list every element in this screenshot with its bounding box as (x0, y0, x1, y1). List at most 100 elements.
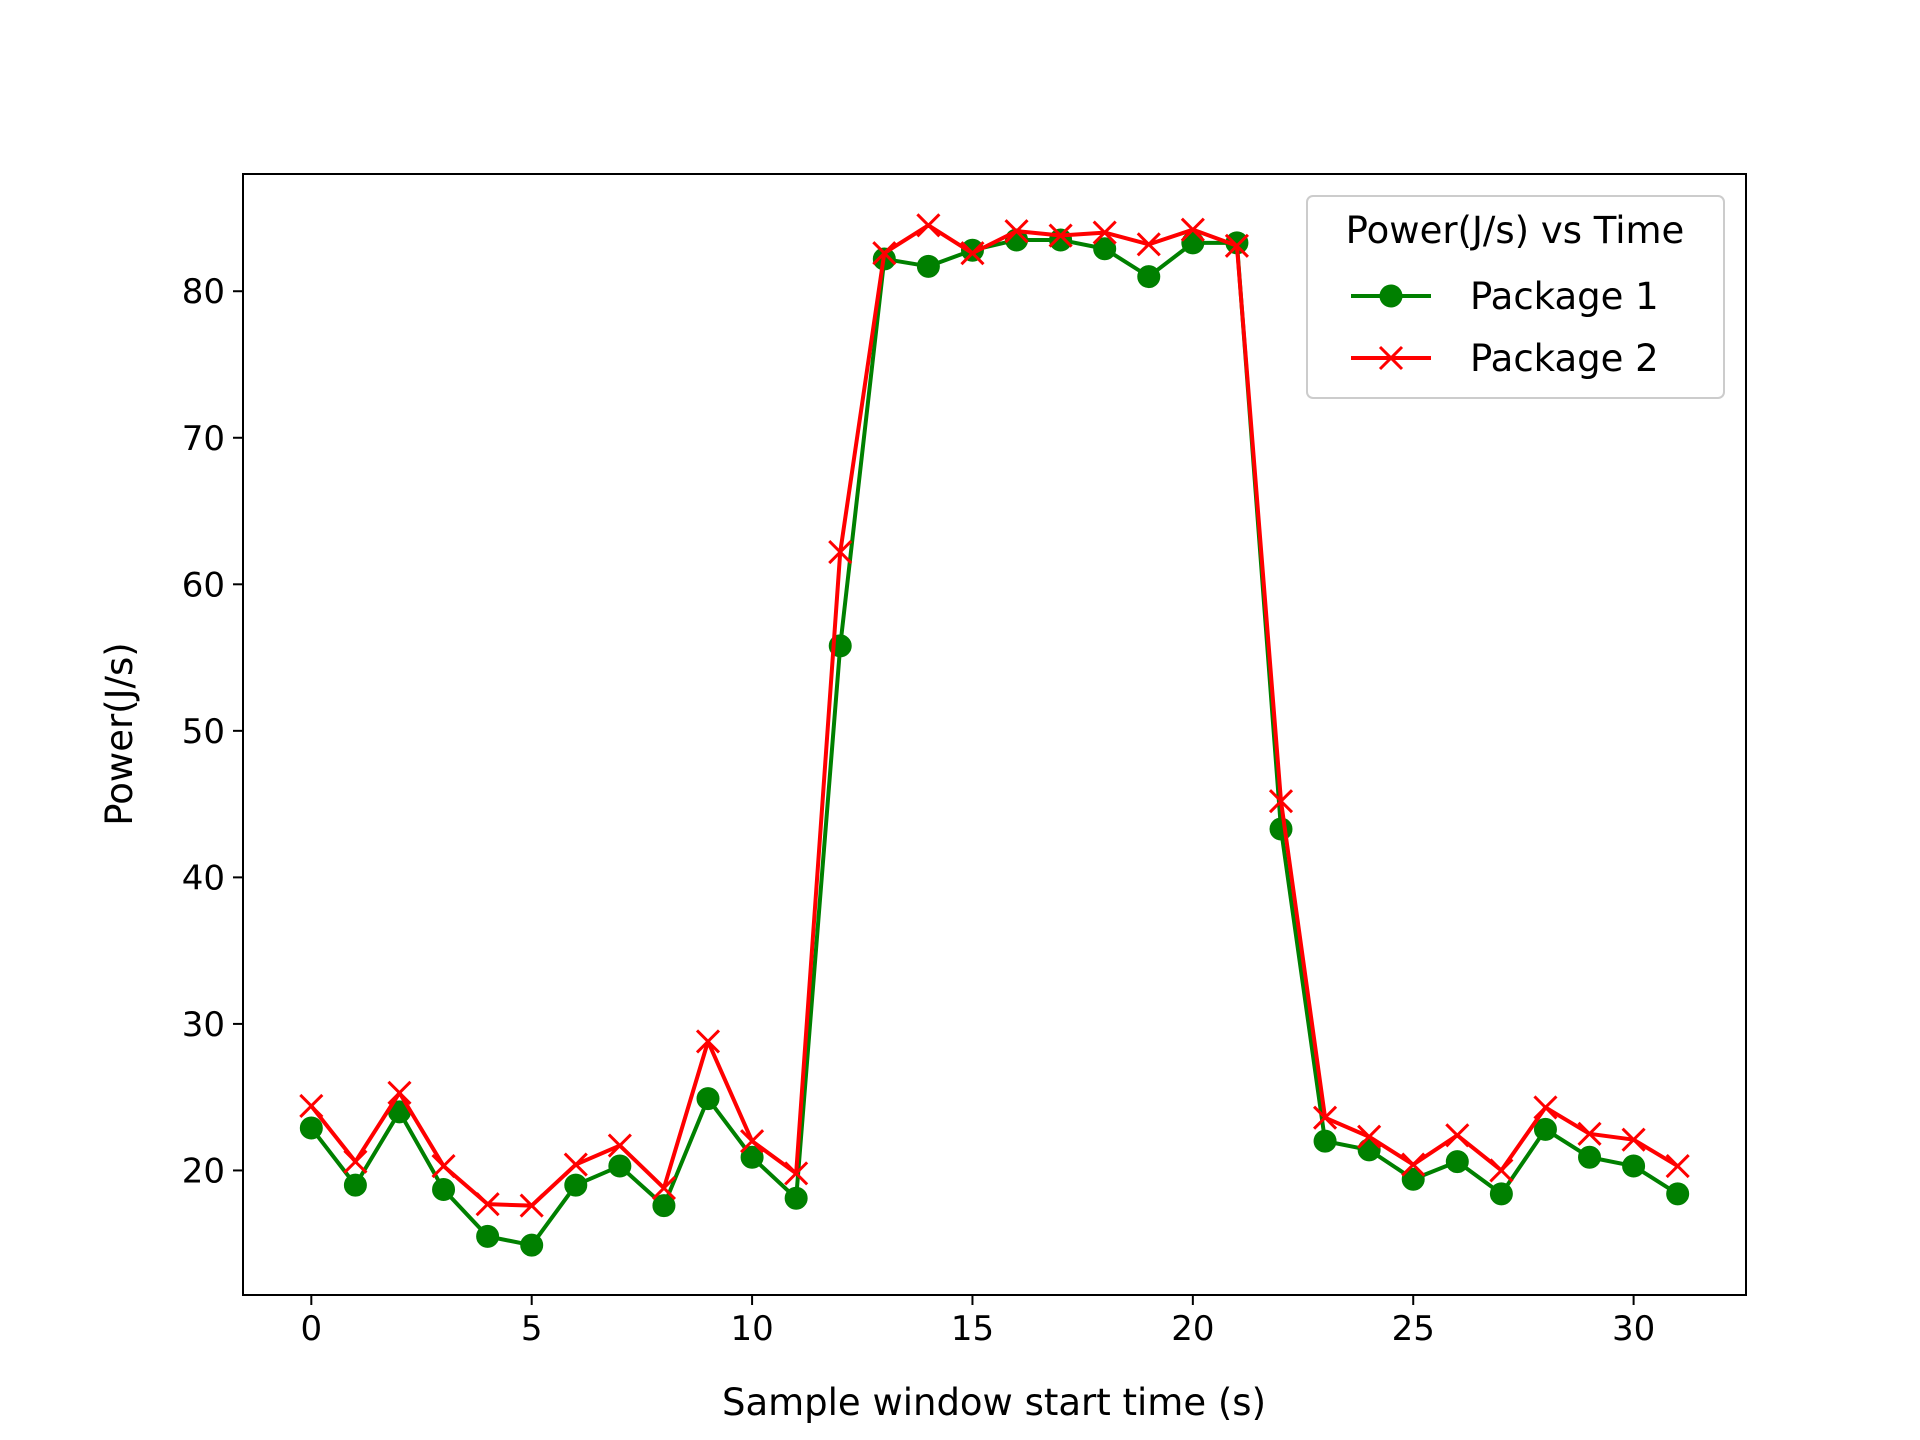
series-2-point-stroke-b (872, 241, 897, 266)
series-2-point (740, 1129, 765, 1154)
legend: Power(J/s) vs Time Package 1 Package 2 (1306, 195, 1725, 399)
x-tick-label: 10 (730, 1309, 773, 1349)
y-tick-label: 80 (182, 272, 225, 312)
series-2-point-stroke-b (1533, 1095, 1558, 1120)
legend-entries: Package 1 Package 2 (1351, 275, 1659, 380)
y-tick-label: 30 (182, 1005, 225, 1045)
series-2-point-stroke-b (1048, 223, 1073, 248)
series-1-point (740, 1145, 764, 1169)
legend-title: Power(J/s) vs Time (1346, 209, 1685, 252)
y-tick-label: 50 (182, 712, 225, 752)
series-2-point (872, 241, 897, 266)
legend-box (1306, 195, 1725, 399)
series-2-point (1048, 223, 1073, 248)
series-1-point (916, 254, 940, 278)
y-tick-label: 20 (182, 1151, 225, 1191)
series-2-point-stroke-b (1313, 1105, 1338, 1130)
series-2-point-stroke-b (1268, 789, 1294, 814)
series-1-point (564, 1173, 588, 1197)
legend-entry-2-label: Package 2 (1470, 337, 1659, 380)
legend-entry-1: Package 1 (1351, 275, 1659, 318)
series-1-point (432, 1177, 456, 1201)
y-axis: 20 30 40 50 60 70 80 (182, 272, 243, 1191)
series-1 (299, 228, 1690, 1257)
series-2-point (1489, 1158, 1514, 1183)
series-1-point (299, 1116, 323, 1140)
series-1-point (1049, 228, 1073, 252)
series-1-point (1093, 237, 1117, 261)
series-2-point (1004, 219, 1029, 244)
legend-entry-1-label: Package 1 (1470, 275, 1659, 318)
series-2-point (1136, 232, 1161, 257)
axes-frame (242, 173, 1747, 1296)
series-2-point (299, 1093, 324, 1119)
series-2-point (563, 1152, 588, 1177)
series-2-point-stroke-b (651, 1175, 676, 1201)
series-2-point-stroke-b (960, 241, 985, 266)
series-2-point (651, 1175, 676, 1201)
series-2-point-stroke-b (1180, 217, 1205, 242)
series-1-point (652, 1194, 676, 1218)
y-tick-label: 40 (182, 858, 225, 898)
legend-entry-1-marker (1379, 284, 1403, 308)
series-1-point (1533, 1117, 1557, 1141)
series-2-point (1621, 1127, 1646, 1152)
legend-entry-2-marker-stroke-b (1378, 345, 1404, 371)
series-2-point (1180, 217, 1205, 242)
series-2-point-stroke-b (1224, 233, 1249, 258)
x-tick-label: 15 (951, 1309, 994, 1349)
legend-entry-2-marker (1378, 345, 1404, 371)
y-tick-label: 70 (182, 419, 225, 459)
series-2-point (343, 1149, 368, 1174)
series-2-point (695, 1029, 721, 1054)
series-2-point (1665, 1153, 1690, 1179)
series-2-point (1401, 1152, 1426, 1177)
series-1-point (343, 1173, 367, 1197)
x-tick-label: 5 (521, 1309, 543, 1349)
series-2-point-stroke-b (1357, 1124, 1382, 1149)
series-1-point (1181, 231, 1205, 255)
series-2-point-stroke-b (475, 1192, 500, 1217)
series-2-point (1092, 220, 1117, 245)
series-2-point (1268, 789, 1294, 814)
series-2-point (828, 540, 853, 565)
series-1-point (1445, 1150, 1469, 1174)
series-2-point (1445, 1123, 1470, 1148)
series-1-point (476, 1224, 500, 1248)
series-2 (299, 213, 1690, 1218)
series-2-point (431, 1153, 456, 1179)
series-1-point (960, 238, 984, 262)
x-axis-label: Sample window start time (s) (722, 1381, 1266, 1424)
series-2-point-stroke-b (828, 540, 853, 565)
series-2-point-stroke-b (1577, 1121, 1602, 1146)
series-2-point (1577, 1121, 1602, 1146)
series-2-point (960, 241, 985, 266)
legend-entry-2: Package 2 (1351, 337, 1659, 380)
series-2-point-stroke-b (563, 1152, 588, 1177)
series-1-point (1666, 1182, 1690, 1206)
series-2-point-stroke-b (1092, 220, 1117, 245)
series-2-point-stroke-b (1401, 1152, 1426, 1177)
x-tick-label: 25 (1392, 1309, 1435, 1349)
x-tick-label: 30 (1612, 1309, 1655, 1349)
x-tick-label: 0 (300, 1309, 322, 1349)
series-2-point-stroke-b (1665, 1153, 1690, 1179)
series-2-point-stroke-b (607, 1133, 632, 1158)
series-1-point (784, 1186, 808, 1210)
series-2-point (784, 1161, 809, 1186)
series-2-point-stroke-b (784, 1161, 809, 1186)
plot-area (299, 213, 1690, 1257)
series-2-point-stroke-b (695, 1029, 721, 1054)
series-2-point-stroke-b (740, 1129, 765, 1154)
series-2-point (1313, 1105, 1338, 1130)
x-axis: 0 5 10 15 20 25 30 (300, 1295, 1655, 1349)
series-1-point (1313, 1129, 1337, 1153)
series-1-point (520, 1233, 544, 1257)
series-2-point-stroke-b (387, 1080, 412, 1105)
series-1-point (696, 1087, 720, 1111)
series-2-point (387, 1080, 412, 1105)
series-2-point-stroke-b (916, 213, 941, 238)
series-1-point (1401, 1167, 1425, 1191)
series-2-point (1533, 1095, 1558, 1120)
